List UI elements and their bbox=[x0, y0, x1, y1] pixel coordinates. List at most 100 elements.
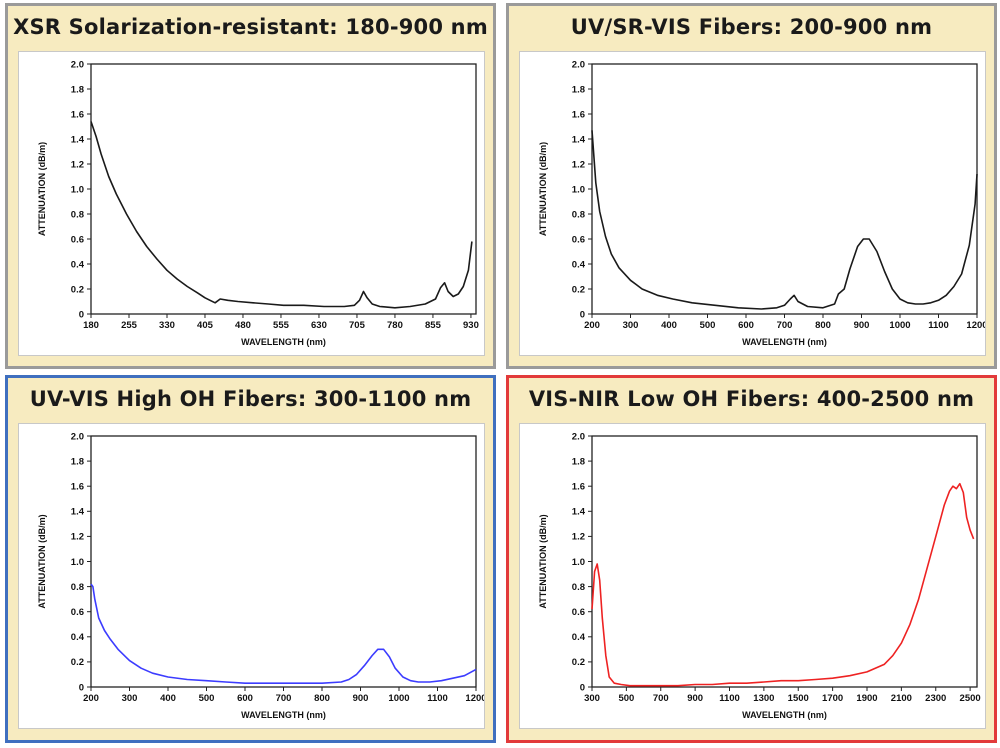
attenuation-series-line bbox=[90, 583, 477, 685]
attenuation-series-line bbox=[90, 121, 473, 309]
x-tick-label: 555 bbox=[273, 320, 290, 331]
x-tick-label: 1200 bbox=[465, 693, 484, 704]
y-tick-label: 1.6 bbox=[71, 482, 84, 493]
panel-title: UV/SR-VIS Fibers: 200-900 nm bbox=[570, 15, 933, 39]
x-tick-label: 330 bbox=[159, 320, 175, 331]
x-tick-label: 1100 bbox=[427, 693, 448, 704]
y-tick-label: 1.8 bbox=[71, 456, 84, 467]
attenuation-chart: 0 0.2 0.4 0.6 0.8 1.0 1.2 1.4 1.6 1.8 2.0 180 255 330… bbox=[37, 59, 479, 347]
y-tick-label: 1.6 bbox=[71, 109, 84, 120]
x-axis-label: WAVELENGTH (nm) bbox=[241, 337, 326, 347]
y-tick-label: 1.2 bbox=[71, 532, 84, 543]
y-tick-label: 0.2 bbox=[572, 657, 585, 668]
x-tick-label: 200 bbox=[584, 320, 600, 331]
y-tick-label: 1.4 bbox=[71, 507, 85, 518]
panel-title: UV-VIS High OH Fibers: 300-1100 nm bbox=[29, 387, 472, 411]
x-tick-label: 2500 bbox=[960, 693, 981, 704]
x-tick-label: 500 bbox=[700, 320, 716, 331]
y-tick-label: 1.2 bbox=[572, 159, 585, 170]
y-tick-label: 2.0 bbox=[572, 59, 585, 70]
x-tick-label: 930 bbox=[463, 320, 479, 331]
y-tick-label: 2.0 bbox=[71, 59, 84, 70]
x-tick-label: 1900 bbox=[856, 693, 877, 704]
attenuation-chart: 0 0.2 0.4 0.6 0.8 1.0 1.2 1.4 1.6 1.8 2.0 200 300 400… bbox=[37, 431, 484, 720]
y-tick-label: 1.6 bbox=[572, 482, 585, 493]
attenuation-chart: 0 0.2 0.4 0.6 0.8 1.0 1.2 1.4 1.6 1.8 2.0 200 300 400… bbox=[538, 59, 985, 347]
x-tick-label: 800 bbox=[314, 693, 330, 704]
x-tick-label: 855 bbox=[425, 320, 442, 331]
y-axis-label: ATTENUATION (dB/m) bbox=[538, 142, 548, 236]
y-tick-label: 1.8 bbox=[71, 84, 84, 95]
x-tick-label: 300 bbox=[584, 693, 600, 704]
y-tick-label: 0 bbox=[79, 682, 84, 693]
y-tick-label: 0.4 bbox=[572, 259, 586, 270]
y-tick-label: 0.8 bbox=[71, 209, 84, 220]
x-tick-label: 1200 bbox=[966, 320, 985, 331]
x-tick-label: 900 bbox=[353, 693, 369, 704]
y-tick-label: 0.2 bbox=[572, 284, 585, 295]
x-tick-label: 800 bbox=[815, 320, 831, 331]
y-tick-label: 0.6 bbox=[71, 234, 84, 245]
y-tick-label: 0.4 bbox=[71, 632, 85, 643]
x-tick-label: 405 bbox=[197, 320, 214, 331]
y-tick-label: 2.0 bbox=[572, 431, 585, 442]
x-axis-label: WAVELENGTH (nm) bbox=[742, 710, 827, 720]
x-tick-label: 255 bbox=[121, 320, 138, 331]
y-tick-label: 0.6 bbox=[572, 607, 585, 618]
panel-title: VIS-NIR Low OH Fibers: 400-2500 nm bbox=[528, 387, 975, 411]
y-tick-label: 1.8 bbox=[572, 456, 585, 467]
x-tick-label: 1100 bbox=[928, 320, 949, 331]
x-tick-label: 700 bbox=[777, 320, 793, 331]
x-tick-label: 780 bbox=[387, 320, 403, 331]
y-tick-label: 1.4 bbox=[71, 134, 85, 145]
plot-frame bbox=[591, 63, 978, 315]
x-tick-label: 1100 bbox=[719, 693, 740, 704]
y-axis-label: ATTENUATION (dB/m) bbox=[538, 514, 548, 608]
x-tick-label: 600 bbox=[738, 320, 754, 331]
chart-panel-uv-vis-high-oh: UV-VIS High OH Fibers: 300-1100 nm 0 0.2 0… bbox=[5, 375, 496, 743]
x-tick-label: 180 bbox=[83, 320, 99, 331]
x-tick-label: 700 bbox=[653, 693, 669, 704]
x-tick-label: 400 bbox=[160, 693, 176, 704]
y-tick-label: 1.6 bbox=[572, 109, 585, 120]
x-tick-label: 300 bbox=[623, 320, 639, 331]
y-tick-label: 0.8 bbox=[71, 582, 84, 593]
y-tick-label: 0.8 bbox=[572, 209, 585, 220]
x-axis-label: WAVELENGTH (nm) bbox=[241, 710, 326, 720]
y-tick-label: 1.4 bbox=[572, 507, 586, 518]
y-tick-label: 1.0 bbox=[71, 184, 84, 195]
y-tick-label: 0 bbox=[580, 309, 585, 320]
plot-area: 0 0.2 0.4 0.6 0.8 1.0 1.2 1.4 1.6 1.8 2.0 200 300 400… bbox=[18, 423, 485, 729]
y-tick-label: 0.2 bbox=[71, 284, 84, 295]
x-tick-label: 300 bbox=[122, 693, 138, 704]
attenuation-chart: 0 0.2 0.4 0.6 0.8 1.0 1.2 1.4 1.6 1.8 2.0 300 500 700… bbox=[538, 431, 981, 720]
y-tick-label: 0 bbox=[79, 309, 84, 320]
y-tick-label: 1.0 bbox=[71, 557, 84, 568]
x-tick-label: 1000 bbox=[388, 693, 409, 704]
x-tick-label: 1300 bbox=[753, 693, 774, 704]
x-tick-label: 600 bbox=[237, 693, 253, 704]
x-tick-label: 200 bbox=[83, 693, 99, 704]
x-tick-label: 400 bbox=[661, 320, 677, 331]
y-tick-label: 1.4 bbox=[572, 134, 586, 145]
attenuation-series-line bbox=[591, 130, 978, 310]
plot-frame bbox=[591, 435, 978, 688]
x-tick-label: 700 bbox=[276, 693, 292, 704]
x-tick-label: 2300 bbox=[925, 693, 946, 704]
y-tick-label: 1.0 bbox=[572, 557, 585, 568]
y-tick-label: 0.4 bbox=[572, 632, 586, 643]
y-tick-label: 0.8 bbox=[572, 582, 585, 593]
y-tick-label: 1.2 bbox=[71, 159, 84, 170]
y-tick-label: 1.0 bbox=[572, 184, 585, 195]
panel-title: XSR Solarization-resistant: 180-900 nm bbox=[13, 15, 488, 39]
x-tick-label: 1000 bbox=[889, 320, 910, 331]
y-tick-label: 0.6 bbox=[71, 607, 84, 618]
x-tick-label: 900 bbox=[687, 693, 703, 704]
plot-area: 0 0.2 0.4 0.6 0.8 1.0 1.2 1.4 1.6 1.8 2.0 200 300 400… bbox=[519, 51, 986, 356]
chart-panel-uv-sr-vis: UV/SR-VIS Fibers: 200-900 nm 0 0.2 0.4 0.6 0… bbox=[506, 3, 997, 369]
chart-panel-vis-nir-low-oh: VIS-NIR Low OH Fibers: 400-2500 nm 0 0.2 0… bbox=[506, 375, 997, 743]
x-tick-label: 705 bbox=[349, 320, 366, 331]
x-tick-label: 2100 bbox=[891, 693, 912, 704]
attenuation-series-line bbox=[591, 482, 975, 687]
x-tick-label: 630 bbox=[311, 320, 327, 331]
